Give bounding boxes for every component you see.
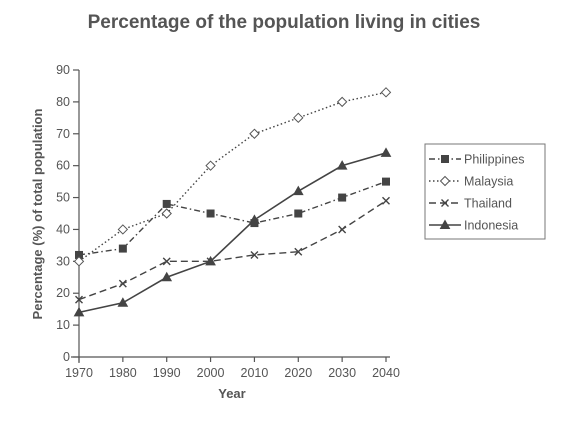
- legend-label-malaysia: Malaysia: [464, 175, 513, 189]
- point-philippines: [338, 193, 347, 202]
- x-tick-label: 2010: [241, 366, 269, 380]
- x-tick-label: 2020: [284, 366, 312, 380]
- point-philippines: [382, 177, 390, 186]
- point-indonesia: [161, 271, 173, 282]
- series-line-malaysia: [78, 91, 387, 262]
- x-tick-label: 2030: [328, 366, 356, 380]
- y-tick-label: 10: [56, 318, 70, 332]
- point-indonesia: [117, 297, 129, 307]
- y-axis-label: Percentage (%) of total population: [30, 108, 45, 319]
- point-thailand: [118, 279, 127, 288]
- point-indonesia: [336, 160, 348, 170]
- point-thailand: [294, 247, 303, 256]
- point-malaysia: [249, 128, 260, 139]
- legend-label-thailand: Thailand: [464, 197, 512, 211]
- point-malaysia: [161, 208, 172, 219]
- point-indonesia: [380, 147, 392, 157]
- y-tick-label: 60: [56, 159, 70, 173]
- point-malaysia: [380, 87, 392, 98]
- y-tick-label: 80: [56, 95, 70, 109]
- point-thailand: [382, 196, 390, 205]
- x-tick-label: 2040: [372, 366, 400, 380]
- point-indonesia: [73, 306, 85, 317]
- x-tick-label: 1990: [153, 366, 181, 380]
- point-thailand: [338, 225, 347, 234]
- x-tick-label: 1980: [109, 366, 137, 380]
- point-thailand: [250, 250, 259, 259]
- legend: Philippines Malaysia Thailand Indonesia: [424, 143, 546, 240]
- legend-marker-indonesia: [439, 219, 451, 229]
- point-malaysia: [117, 224, 129, 235]
- point-malaysia: [336, 96, 348, 108]
- point-malaysia: [205, 160, 216, 171]
- legend-label-philippines: Philippines: [464, 153, 524, 167]
- point-thailand: [162, 257, 171, 266]
- y-tick-label: 90: [56, 63, 70, 77]
- y-tick-label: 40: [56, 222, 70, 236]
- series-line-indonesia: [78, 152, 387, 314]
- point-indonesia: [205, 255, 216, 266]
- y-tick-label: 20: [56, 286, 70, 300]
- x-tick-label: 2000: [197, 366, 225, 380]
- point-malaysia: [293, 112, 304, 124]
- legend-marker-philippines: [441, 155, 449, 163]
- series-line-philippines: [78, 180, 387, 256]
- y-tick-label: 50: [56, 191, 70, 205]
- point-thailand: [75, 295, 83, 304]
- legend-marker-malaysia: [439, 175, 451, 187]
- point-indonesia: [249, 214, 260, 224]
- y-tick-label: 70: [56, 127, 70, 141]
- series-line-thailand: [78, 200, 387, 301]
- chart-title: Percentage of the population living in c…: [88, 12, 481, 33]
- point-philippines: [162, 199, 171, 208]
- point-philippines: [206, 209, 215, 218]
- legend-label-indonesia: Indonesia: [464, 219, 518, 233]
- point-malaysia: [73, 256, 85, 267]
- legend-marker-thailand: [441, 199, 449, 207]
- point-indonesia: [292, 185, 304, 196]
- x-tick-label: 1970: [65, 366, 93, 380]
- point-philippines: [118, 244, 127, 253]
- x-axis-label: Year: [218, 386, 245, 401]
- y-tick-label: 30: [56, 254, 70, 268]
- point-philippines: [294, 209, 303, 218]
- y-tick-label: 0: [63, 350, 70, 364]
